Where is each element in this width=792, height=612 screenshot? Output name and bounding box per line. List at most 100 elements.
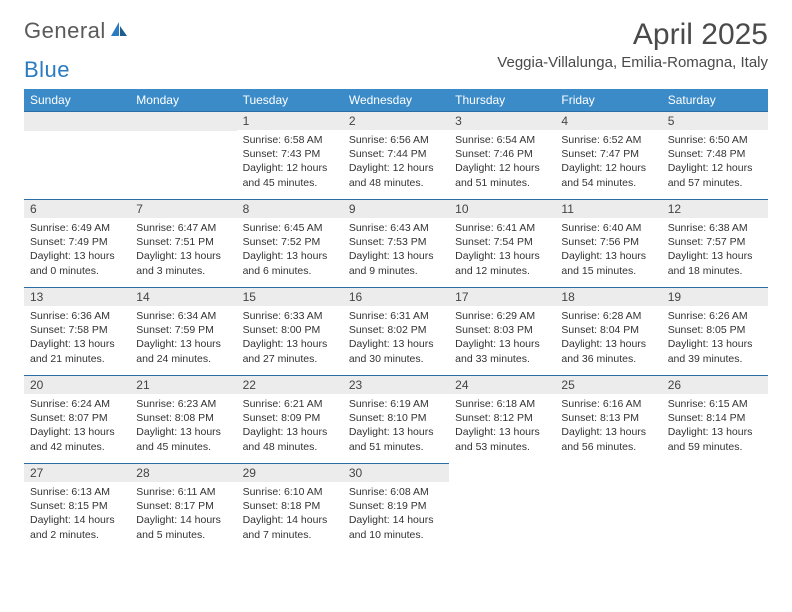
day-number: 15 [237, 288, 343, 306]
day-details: Sunrise: 6:24 AMSunset: 8:07 PMDaylight:… [24, 394, 130, 458]
calendar-cell: 27Sunrise: 6:13 AMSunset: 8:15 PMDayligh… [24, 463, 130, 551]
calendar-cell: 2Sunrise: 6:56 AMSunset: 7:44 PMDaylight… [343, 111, 449, 199]
day-details: Sunrise: 6:41 AMSunset: 7:54 PMDaylight:… [449, 218, 555, 282]
sunrise-text: Sunrise: 6:40 AM [561, 221, 655, 235]
sunset-text: Sunset: 7:53 PM [349, 235, 443, 249]
day-details: Sunrise: 6:08 AMSunset: 8:19 PMDaylight:… [343, 482, 449, 546]
daylight-text: Daylight: 13 hours and 27 minutes. [243, 337, 337, 365]
sunset-text: Sunset: 8:00 PM [243, 323, 337, 337]
day-number: 21 [130, 376, 236, 394]
day-number: 27 [24, 464, 130, 482]
sunset-text: Sunset: 8:05 PM [668, 323, 762, 337]
calendar-cell: 9Sunrise: 6:43 AMSunset: 7:53 PMDaylight… [343, 199, 449, 287]
daylight-text: Daylight: 13 hours and 21 minutes. [30, 337, 124, 365]
sunset-text: Sunset: 7:52 PM [243, 235, 337, 249]
sunrise-text: Sunrise: 6:58 AM [243, 133, 337, 147]
day-number: 4 [555, 112, 661, 130]
calendar-cell: 28Sunrise: 6:11 AMSunset: 8:17 PMDayligh… [130, 463, 236, 551]
day-number: 22 [237, 376, 343, 394]
day-details: Sunrise: 6:49 AMSunset: 7:49 PMDaylight:… [24, 218, 130, 282]
calendar-cell: 3Sunrise: 6:54 AMSunset: 7:46 PMDaylight… [449, 111, 555, 199]
day-details: Sunrise: 6:54 AMSunset: 7:46 PMDaylight:… [449, 130, 555, 194]
logo-text-general: General [24, 18, 106, 44]
day-details: Sunrise: 6:19 AMSunset: 8:10 PMDaylight:… [343, 394, 449, 458]
calendar-cell: 24Sunrise: 6:18 AMSunset: 8:12 PMDayligh… [449, 375, 555, 463]
sunrise-text: Sunrise: 6:41 AM [455, 221, 549, 235]
calendar-cell: 10Sunrise: 6:41 AMSunset: 7:54 PMDayligh… [449, 199, 555, 287]
calendar-cell: 23Sunrise: 6:19 AMSunset: 8:10 PMDayligh… [343, 375, 449, 463]
sunrise-text: Sunrise: 6:10 AM [243, 485, 337, 499]
day-number: 13 [24, 288, 130, 306]
weekday-saturday: Saturday [662, 89, 768, 111]
daylight-text: Daylight: 14 hours and 2 minutes. [30, 513, 124, 541]
sunrise-text: Sunrise: 6:16 AM [561, 397, 655, 411]
daylight-text: Daylight: 13 hours and 24 minutes. [136, 337, 230, 365]
weekday-friday: Friday [555, 89, 661, 111]
sunrise-text: Sunrise: 6:36 AM [30, 309, 124, 323]
daylight-text: Daylight: 13 hours and 3 minutes. [136, 249, 230, 277]
sunrise-text: Sunrise: 6:08 AM [349, 485, 443, 499]
day-details: Sunrise: 6:36 AMSunset: 7:58 PMDaylight:… [24, 306, 130, 370]
day-details: Sunrise: 6:13 AMSunset: 8:15 PMDaylight:… [24, 482, 130, 546]
day-number: 25 [555, 376, 661, 394]
calendar-page: General April 2025 Veggia-Villalunga, Em… [0, 0, 792, 551]
calendar-weekday-header: Sunday Monday Tuesday Wednesday Thursday… [24, 89, 768, 111]
day-details: Sunrise: 6:18 AMSunset: 8:12 PMDaylight:… [449, 394, 555, 458]
calendar-cell: 7Sunrise: 6:47 AMSunset: 7:51 PMDaylight… [130, 199, 236, 287]
calendar-cell-empty [130, 111, 236, 199]
calendar-cell: 16Sunrise: 6:31 AMSunset: 8:02 PMDayligh… [343, 287, 449, 375]
sunset-text: Sunset: 8:03 PM [455, 323, 549, 337]
day-details: Sunrise: 6:56 AMSunset: 7:44 PMDaylight:… [343, 130, 449, 194]
daylight-text: Daylight: 13 hours and 56 minutes. [561, 425, 655, 453]
day-details: Sunrise: 6:31 AMSunset: 8:02 PMDaylight:… [343, 306, 449, 370]
day-number: 9 [343, 200, 449, 218]
daylight-text: Daylight: 12 hours and 57 minutes. [668, 161, 762, 189]
daylight-text: Daylight: 12 hours and 54 minutes. [561, 161, 655, 189]
daylight-text: Daylight: 13 hours and 59 minutes. [668, 425, 762, 453]
calendar-cell: 14Sunrise: 6:34 AMSunset: 7:59 PMDayligh… [130, 287, 236, 375]
day-number: 23 [343, 376, 449, 394]
sunset-text: Sunset: 8:04 PM [561, 323, 655, 337]
logo-text-blue: Blue [24, 57, 70, 83]
sunset-text: Sunset: 8:17 PM [136, 499, 230, 513]
calendar-cell: 4Sunrise: 6:52 AMSunset: 7:47 PMDaylight… [555, 111, 661, 199]
day-number: 7 [130, 200, 236, 218]
weekday-monday: Monday [130, 89, 236, 111]
daylight-text: Daylight: 13 hours and 48 minutes. [243, 425, 337, 453]
day-number: 2 [343, 112, 449, 130]
sunset-text: Sunset: 8:10 PM [349, 411, 443, 425]
day-details: Sunrise: 6:52 AMSunset: 7:47 PMDaylight:… [555, 130, 661, 194]
day-number: 6 [24, 200, 130, 218]
sunset-text: Sunset: 7:47 PM [561, 147, 655, 161]
daylight-text: Daylight: 13 hours and 51 minutes. [349, 425, 443, 453]
sunset-text: Sunset: 7:57 PM [668, 235, 762, 249]
day-details: Sunrise: 6:29 AMSunset: 8:03 PMDaylight:… [449, 306, 555, 370]
day-number: 8 [237, 200, 343, 218]
day-number: 10 [449, 200, 555, 218]
sunrise-text: Sunrise: 6:49 AM [30, 221, 124, 235]
day-number: 1 [237, 112, 343, 130]
day-details: Sunrise: 6:38 AMSunset: 7:57 PMDaylight:… [662, 218, 768, 282]
day-details: Sunrise: 6:21 AMSunset: 8:09 PMDaylight:… [237, 394, 343, 458]
day-number: 12 [662, 200, 768, 218]
calendar-cell: 20Sunrise: 6:24 AMSunset: 8:07 PMDayligh… [24, 375, 130, 463]
sunrise-text: Sunrise: 6:13 AM [30, 485, 124, 499]
daylight-text: Daylight: 13 hours and 18 minutes. [668, 249, 762, 277]
sunset-text: Sunset: 8:08 PM [136, 411, 230, 425]
daylight-text: Daylight: 13 hours and 45 minutes. [136, 425, 230, 453]
sunrise-text: Sunrise: 6:26 AM [668, 309, 762, 323]
day-number: 20 [24, 376, 130, 394]
day-number: 14 [130, 288, 236, 306]
day-number: 3 [449, 112, 555, 130]
title-block: April 2025 Veggia-Villalunga, Emilia-Rom… [497, 18, 768, 71]
day-details: Sunrise: 6:47 AMSunset: 7:51 PMDaylight:… [130, 218, 236, 282]
calendar-cell: 8Sunrise: 6:45 AMSunset: 7:52 PMDaylight… [237, 199, 343, 287]
day-number: 16 [343, 288, 449, 306]
day-details: Sunrise: 6:11 AMSunset: 8:17 PMDaylight:… [130, 482, 236, 546]
daylight-text: Daylight: 13 hours and 53 minutes. [455, 425, 549, 453]
day-details: Sunrise: 6:16 AMSunset: 8:13 PMDaylight:… [555, 394, 661, 458]
day-number: 5 [662, 112, 768, 130]
day-details: Sunrise: 6:23 AMSunset: 8:08 PMDaylight:… [130, 394, 236, 458]
sunrise-text: Sunrise: 6:38 AM [668, 221, 762, 235]
sunrise-text: Sunrise: 6:52 AM [561, 133, 655, 147]
